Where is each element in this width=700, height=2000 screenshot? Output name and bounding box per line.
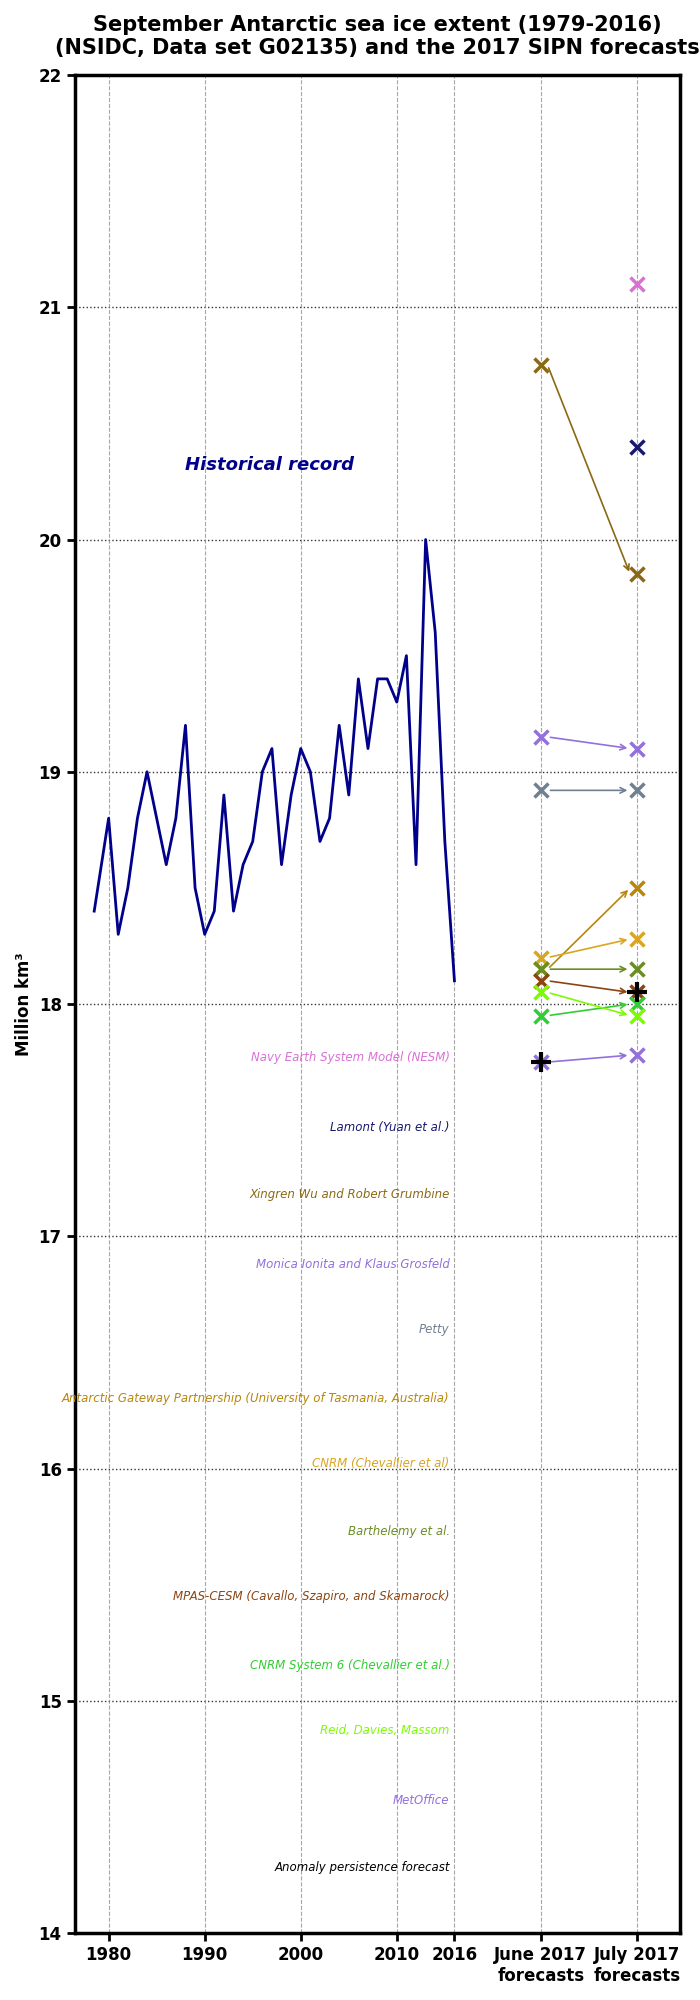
Text: Lamont (Yuan et al.): Lamont (Yuan et al.) [330,1120,449,1134]
Text: Monica Ionita and Klaus Grosfeld: Monica Ionita and Klaus Grosfeld [256,1258,449,1270]
Text: Anomaly persistence forecast: Anomaly persistence forecast [274,1862,449,1874]
Text: MetOffice: MetOffice [393,1794,449,1808]
Text: MPAS-CESM (Cavallo, Szapiro, and Skamarock): MPAS-CESM (Cavallo, Szapiro, and Skamaro… [173,1590,449,1602]
Text: CNRM (Chevallier et al): CNRM (Chevallier et al) [312,1458,449,1470]
Text: CNRM System 6 (Chevallier et al.): CNRM System 6 (Chevallier et al.) [250,1660,449,1672]
Title: September Antarctic sea ice extent (1979-2016)
(NSIDC, Data set G02135) and the : September Antarctic sea ice extent (1979… [55,14,700,58]
Text: Xingren Wu and Robert Grumbine: Xingren Wu and Robert Grumbine [249,1188,449,1200]
Text: Historical record: Historical record [186,456,354,474]
Text: Barthelemy et al.: Barthelemy et al. [347,1524,449,1538]
Text: Navy Earth System Model (NESM): Navy Earth System Model (NESM) [251,1050,449,1064]
Text: Reid, Davies, Massom: Reid, Davies, Massom [321,1724,449,1738]
Text: Antarctic Gateway Partnership (University of Tasmania, Australia): Antarctic Gateway Partnership (Universit… [62,1392,449,1406]
Text: Petty: Petty [419,1322,449,1336]
Y-axis label: Million km³: Million km³ [15,952,33,1056]
